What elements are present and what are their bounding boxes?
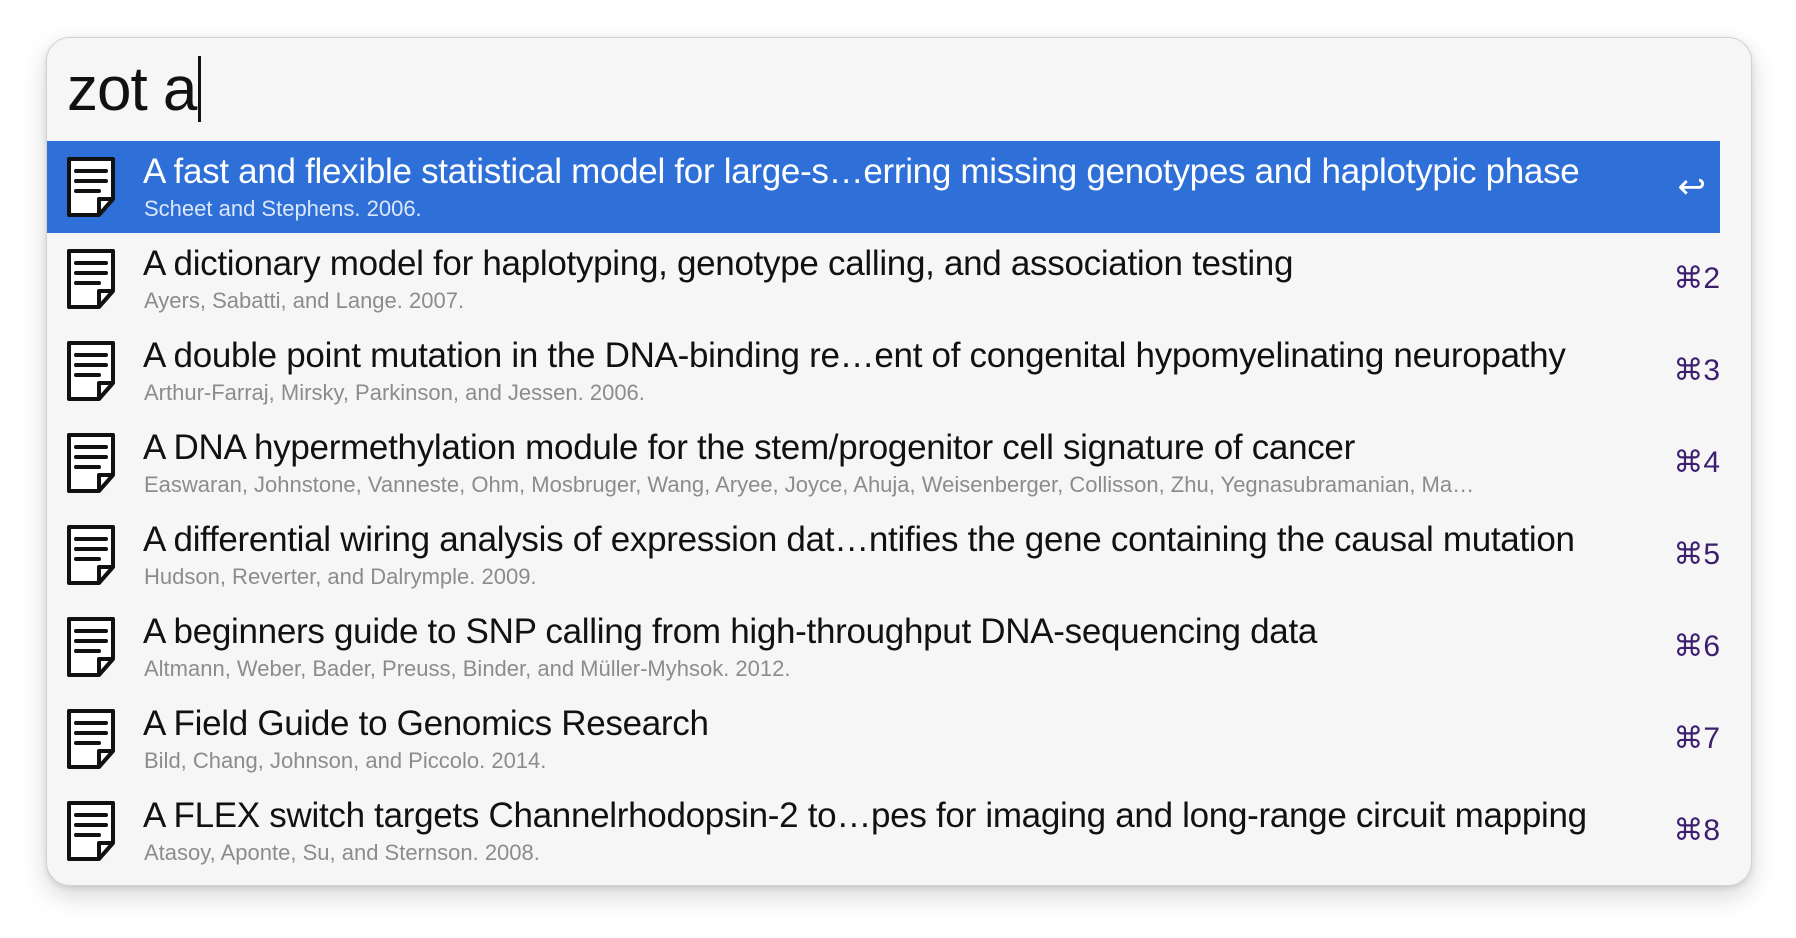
result-subtitle: Hudson, Reverter, and Dalrymple. 2009. <box>144 564 537 589</box>
result-row[interactable]: A dictionary model for haplotyping, geno… <box>47 233 1720 325</box>
shortcut-label: ⌘6 <box>1673 630 1720 663</box>
result-subtitle: Bild, Chang, Johnson, and Piccolo. 2014. <box>144 748 547 773</box>
shortcut-label: ⌘8 <box>1673 814 1720 847</box>
text-caret <box>198 56 202 122</box>
search-bar[interactable]: zot a <box>47 38 1751 141</box>
result-row[interactable]: A fast and flexible statistical model fo… <box>47 141 1720 233</box>
shortcut-label: ⌘4 <box>1673 446 1720 479</box>
result-title: A DNA hypermethylation module for the st… <box>143 428 1355 467</box>
result-title: A differential wiring analysis of expres… <box>143 520 1575 559</box>
document-icon <box>67 709 115 769</box>
search-query: zot a <box>67 55 197 124</box>
result-row[interactable]: A FLEX switch targets Channelrhodopsin-2… <box>47 785 1720 877</box>
results-list: A fast and flexible statistical model fo… <box>47 141 1720 885</box>
shortcut-label: ⌘5 <box>1673 538 1720 571</box>
return-key-icon: ↩ <box>1677 168 1707 206</box>
result-subtitle: Scheet and Stephens. 2006. <box>144 196 422 221</box>
result-subtitle: Arthur-Farraj, Mirsky, Parkinson, and Je… <box>144 380 645 405</box>
result-subtitle: Altmann, Weber, Bader, Preuss, Binder, a… <box>144 656 791 681</box>
result-row[interactable]: A beginners guide to SNP calling from hi… <box>47 601 1720 693</box>
document-icon <box>67 249 115 309</box>
result-row[interactable]: A double point mutation in the DNA-bindi… <box>47 325 1720 417</box>
result-row[interactable]: A differential wiring analysis of expres… <box>47 509 1720 601</box>
document-icon <box>67 801 115 861</box>
result-title: A dictionary model for haplotyping, geno… <box>143 244 1294 283</box>
shortcut-label: ⌘7 <box>1673 722 1720 755</box>
document-icon <box>67 433 115 493</box>
document-icon <box>67 525 115 585</box>
result-row[interactable]: A Field Guide to Genomics Research Bild,… <box>47 693 1720 785</box>
result-row[interactable]: A DNA hypermethylation module for the st… <box>47 417 1720 509</box>
document-icon <box>67 617 115 677</box>
launcher-window: zot a A fast and flexible statistical mo… <box>46 37 1752 886</box>
shortcut-label: ⌘3 <box>1673 354 1720 387</box>
document-icon <box>67 157 115 217</box>
result-title: A fast and flexible statistical model fo… <box>143 152 1580 191</box>
result-title: A double point mutation in the DNA-bindi… <box>143 336 1566 375</box>
shortcut-label: ⌘2 <box>1673 262 1720 295</box>
result-title: A beginners guide to SNP calling from hi… <box>143 612 1318 651</box>
result-title: A Field Guide to Genomics Research <box>143 704 709 743</box>
result-subtitle: Atasoy, Aponte, Su, and Sternson. 2008. <box>144 840 540 865</box>
search-input[interactable]: zot a <box>67 54 202 126</box>
result-subtitle: Easwaran, Johnstone, Vanneste, Ohm, Mosb… <box>144 472 1475 497</box>
result-title: A FLEX switch targets Channelrhodopsin-2… <box>143 796 1587 835</box>
result-subtitle: Ayers, Sabatti, and Lange. 2007. <box>144 288 465 313</box>
document-icon <box>67 341 115 401</box>
